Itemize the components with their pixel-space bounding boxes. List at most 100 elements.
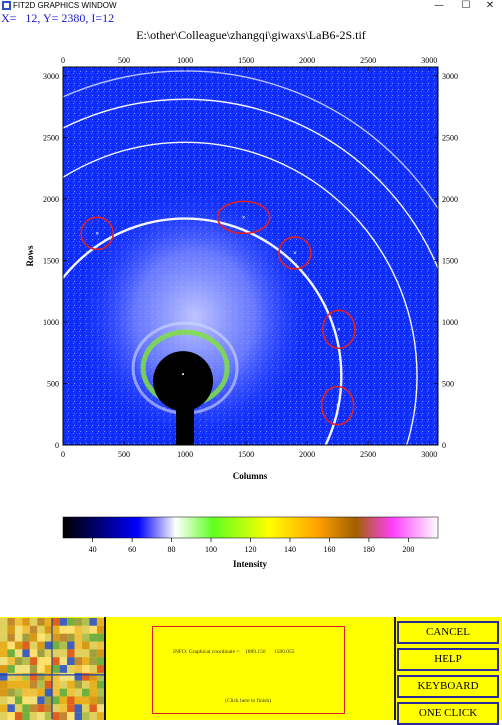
y-tick-label-left: 3000 [43, 72, 59, 81]
beam-center-point [182, 373, 185, 376]
help-button[interactable]: HELP [397, 648, 499, 671]
thumbnail-cell [7, 704, 15, 713]
thumbnail-cell [52, 665, 60, 673]
thumbnail-cell [22, 625, 30, 634]
x-tick-label-bottom: 2000 [299, 450, 315, 459]
image-title: E:\other\Colleague\zhangqi\giwaxs\LaB6-2… [136, 28, 366, 42]
thumbnail-cell [82, 704, 90, 713]
colorbar-tick-label: 200 [402, 545, 414, 554]
thumbnail-cell [59, 625, 68, 634]
thumbnail-cell [52, 680, 60, 689]
thumbnail-cell [22, 680, 30, 689]
peak-marker[interactable] [320, 385, 355, 426]
thumbnail-cell [22, 633, 30, 642]
app-icon [2, 1, 11, 10]
thumbnail-cell [0, 712, 8, 720]
maximize-button[interactable]: ☐ [461, 0, 471, 11]
keyboard-button[interactable]: KEYBOARD [397, 675, 499, 698]
info-panel[interactable]: INFO: Graphical coordinate = 1889.150 15… [152, 626, 345, 714]
thumbnail-cell [67, 672, 75, 681]
thumbnail-cell [7, 649, 15, 658]
thumbnail-cell [59, 704, 68, 713]
thumbnail-cell [89, 704, 97, 713]
peak-marker[interactable] [216, 200, 271, 235]
thumbnail-cell [14, 704, 23, 713]
thumbnail-cell [89, 641, 97, 650]
y-axis-label: Rows [25, 245, 35, 266]
thumbnail-cell [96, 657, 104, 666]
thumbnail-overview[interactable] [0, 617, 106, 720]
thumbnail-cell [0, 672, 8, 681]
peak-marker[interactable] [80, 216, 114, 251]
thumbnail-cell [67, 625, 75, 634]
minimize-button[interactable]: — [434, 0, 444, 11]
thumbnail-cell [59, 649, 68, 658]
x-tick-label-top: 1500 [238, 56, 254, 65]
thumbnail-cell [0, 680, 8, 689]
thumbnail-cell [29, 665, 38, 673]
image-display[interactable]: 0050050010001000150015002000200025002500… [0, 0, 502, 617]
thumbnail-cell [59, 688, 68, 697]
diffraction-ring [63, 217, 343, 445]
thumbnail-cell [44, 672, 53, 681]
thumbnail-cell [44, 712, 53, 720]
thumbnail-cell [59, 712, 68, 720]
cancel-button[interactable]: CANCEL [397, 621, 499, 644]
x-tick-label-bottom: 3000 [421, 450, 437, 459]
thumbnail-cell [96, 688, 104, 697]
thumbnail-cell [14, 712, 23, 720]
thumbnail-cell [22, 641, 30, 650]
thumbnail-cell [14, 672, 23, 681]
thumbnail-cell [37, 641, 45, 650]
thumbnail-cell [0, 625, 8, 634]
x-tick-label-bottom: 0 [61, 450, 65, 459]
info-message: INFO: Graphical coordinate = 1889.150 15… [173, 649, 295, 655]
close-button[interactable]: ✕ [485, 0, 495, 11]
thumbnail-cell [82, 712, 90, 720]
thumbnail-cell [59, 680, 68, 689]
thumbnail-cell [7, 641, 15, 650]
y-tick-label-right: 3000 [442, 72, 458, 81]
thumbnail-cell [0, 633, 8, 642]
peak-marker[interactable] [322, 309, 356, 350]
thumbnail-cell [44, 625, 53, 634]
thumbnail-cell [74, 712, 83, 720]
thumbnail-cell [7, 617, 15, 626]
button-column-divider [394, 617, 396, 720]
thumbnail-cell [52, 696, 60, 705]
beamstop [153, 351, 214, 412]
thumbnail-cell [82, 696, 90, 705]
finish-hint[interactable]: (Click here to finish) [225, 698, 271, 704]
peak-marker[interactable] [278, 236, 312, 270]
colorbar-tick-label: 80 [168, 545, 176, 554]
thumbnail-cell [14, 633, 23, 642]
thumbnail-cell [14, 625, 23, 634]
diffraction-ring [63, 141, 418, 445]
colorbar-tick-label: 160 [323, 545, 335, 554]
thumbnail-cell [22, 617, 30, 626]
thumbnail-cell [0, 696, 8, 705]
thumbnail-cell [74, 641, 83, 650]
thumbnail-cell [52, 712, 60, 720]
thumbnail-cell [74, 633, 83, 642]
one-click-button[interactable]: ONE CLICK [397, 702, 499, 725]
thumbnail-cell [7, 680, 15, 689]
y-tick-label-left: 1500 [43, 256, 59, 265]
thumbnail-cell [67, 617, 75, 626]
x-tick-label-top: 3000 [421, 56, 437, 65]
thumbnail-cell [96, 704, 104, 713]
thumbnail-cell [37, 633, 45, 642]
thumbnail-cell [67, 633, 75, 642]
peak-cross: × [336, 404, 340, 410]
title-bar: FIT2D GRAPHICS WINDOW — ☐ ✕ [0, 0, 502, 12]
thumbnail-cell [0, 665, 8, 673]
thumbnail-cell [29, 657, 38, 666]
thumbnail-cell [74, 688, 83, 697]
thumbnail-cell [74, 665, 83, 673]
thumbnail-cell [82, 625, 90, 634]
thumbnail-cell [52, 704, 60, 713]
thumbnail-cell [44, 641, 53, 650]
thumbnail-cell [59, 665, 68, 673]
thumbnail-cell [82, 657, 90, 666]
thumbnail-cell [22, 688, 30, 697]
